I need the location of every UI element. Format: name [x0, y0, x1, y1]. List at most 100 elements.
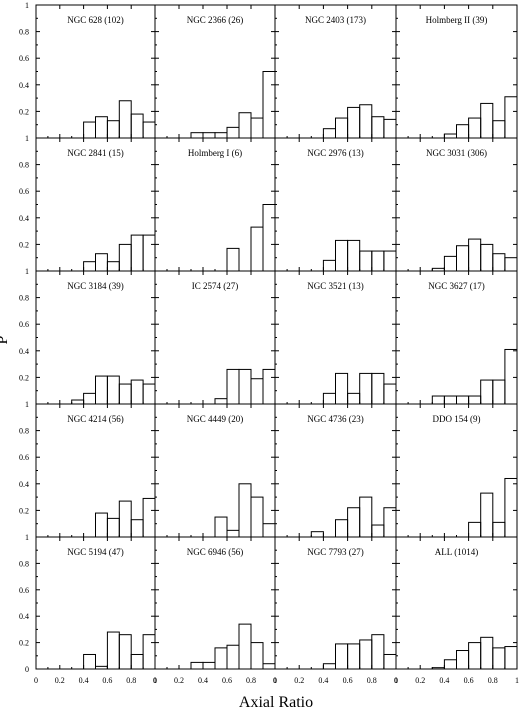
histogram-bar: [262, 71, 276, 139]
panel: NGC 628 (102) 0.2 0.4 0.6 0.8 1: [19, 1, 156, 139]
histogram-bar: [322, 663, 336, 670]
histogram-bar: [130, 519, 144, 538]
histogram-bar: [359, 639, 373, 670]
histogram-bar: [335, 372, 349, 405]
histogram-bar: [71, 399, 85, 405]
x-tick-label: 0.4: [79, 676, 89, 685]
histogram-bar: [492, 647, 506, 670]
histogram-bar: [456, 124, 470, 139]
x-axis-title: Axial Ratio: [239, 694, 313, 711]
histogram-bar: [226, 529, 240, 538]
y-tick-label: 0.2: [19, 240, 29, 249]
panel: NGC 3521 (13): [274, 270, 397, 405]
x-tick-label: 0.6: [222, 676, 232, 685]
histogram-bar: [95, 116, 108, 139]
panel: IC 2574 (27): [154, 270, 276, 405]
panel: NGC 2366 (26): [154, 4, 276, 139]
histogram-bar: [504, 257, 518, 272]
panel-title: Holmberg I (6): [188, 148, 242, 158]
y-tick-label: 0.6: [19, 187, 29, 196]
panel: NGC 3184 (39) 0.2 0.4 0.6 0.8 1: [19, 267, 156, 405]
panel-title: NGC 7793 (27): [307, 547, 364, 557]
y-tick-label: 1: [25, 267, 29, 276]
histogram-bar: [335, 239, 349, 272]
histogram-bar: [347, 392, 361, 405]
x-tick-label: 0.8: [246, 676, 256, 685]
x-tick-label: 0.4: [318, 676, 328, 685]
histogram-bar: [214, 398, 228, 405]
panel-title: NGC 6946 (56): [187, 547, 244, 557]
histogram-bar: [250, 378, 264, 405]
panel: NGC 7793 (27) 0 0.2 0.4 0.6 0.8 1: [273, 536, 398, 685]
histogram-bar: [226, 247, 240, 272]
histogram-bar: [347, 643, 361, 670]
histogram-bar: [480, 243, 494, 272]
x-tick-label: 0.4: [198, 676, 208, 685]
histogram-bar: [468, 117, 482, 139]
y-tick-label: 0.6: [19, 453, 29, 462]
panel: NGC 6946 (56) 0 0.2 0.4 0.6 0.8 1: [153, 536, 277, 685]
x-tick-label: 0.2: [294, 676, 304, 685]
histogram-bar: [480, 492, 494, 538]
panel-title: NGC 3184 (39): [67, 281, 124, 291]
y-tick-label: 1: [25, 1, 29, 10]
x-tick-label: 1: [153, 676, 157, 685]
histogram-bar: [118, 100, 132, 139]
histogram-bar: [238, 483, 252, 538]
x-tick-label: 1: [515, 676, 519, 685]
panel: NGC 3031 (306): [395, 137, 518, 272]
panel: NGC 2976 (13): [274, 137, 397, 272]
histogram-bar: [238, 112, 252, 139]
y-tick-label: 0.8: [19, 427, 29, 436]
panel-title: NGC 3627 (17): [428, 281, 485, 291]
histogram-bar: [335, 117, 349, 139]
histogram-bar: [142, 497, 156, 538]
histogram-bar: [262, 204, 276, 272]
histogram-bar: [504, 348, 518, 405]
histogram-bar: [118, 634, 132, 670]
histogram-bar: [371, 524, 385, 538]
histogram-bar: [83, 392, 96, 405]
histogram-bar: [118, 243, 132, 272]
y-tick-label: 0.8: [19, 161, 29, 170]
histogram-bar: [262, 523, 276, 538]
x-tick-label: 1: [273, 676, 277, 685]
x-tick-label: 0.6: [464, 676, 474, 685]
histogram-bar: [383, 250, 397, 272]
histogram-bar: [83, 261, 96, 272]
y-tick-label: 0.2: [19, 639, 29, 648]
histogram-bar: [118, 383, 132, 405]
histogram-bar: [322, 392, 336, 405]
histogram-bar: [130, 234, 144, 272]
histogram-bar: [383, 118, 397, 139]
y-tick-label: 0.8: [19, 28, 29, 37]
x-tick-label: 0: [394, 676, 398, 685]
x-tick-label: 0.2: [415, 676, 425, 685]
histogram-bar: [456, 395, 470, 405]
histogram-bar: [142, 234, 156, 272]
histogram-bar: [83, 653, 96, 670]
histogram-bar: [347, 239, 361, 272]
y-tick-label: 0.4: [19, 347, 29, 356]
histogram-bar: [142, 634, 156, 670]
panel-title: NGC 2841 (15): [67, 148, 124, 158]
panel-title: NGC 4736 (23): [307, 414, 364, 424]
y-tick-label: 0.6: [19, 54, 29, 63]
histogram-bar: [250, 642, 264, 670]
y-tick-label: 0.4: [19, 214, 29, 223]
histogram-bar: [190, 132, 204, 139]
histogram-bar: [322, 128, 336, 139]
y-axis-title: P: [0, 335, 11, 344]
histogram-bar: [250, 496, 264, 538]
panel: Holmberg I (6): [154, 137, 276, 272]
histogram-bar: [468, 395, 482, 405]
y-tick-label: 0.2: [19, 506, 29, 515]
histogram-bar: [359, 372, 373, 405]
histogram-bar: [250, 117, 264, 139]
y-tick-label: 0.4: [19, 612, 29, 621]
panel: NGC 4214 (56) 0.2 0.4 0.6 0.8 1: [19, 400, 156, 538]
panel-title: NGC 4449 (20): [187, 414, 244, 424]
panel-title: NGC 5194 (47): [67, 547, 124, 557]
histogram-bar: [95, 375, 108, 405]
histogram-bar: [335, 519, 349, 538]
